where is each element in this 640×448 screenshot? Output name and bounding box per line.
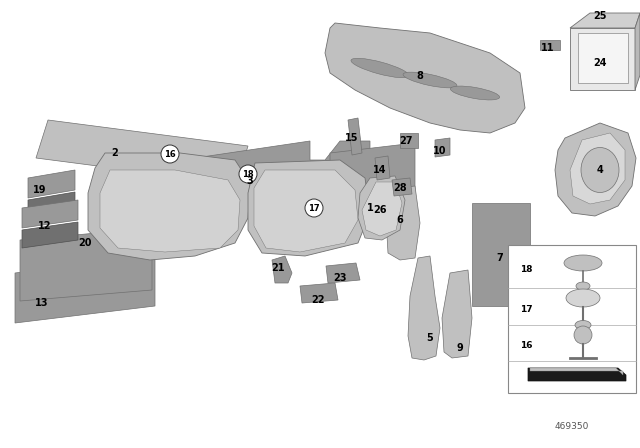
Text: 9: 9 bbox=[456, 343, 463, 353]
Circle shape bbox=[305, 199, 323, 217]
Polygon shape bbox=[540, 40, 560, 50]
Ellipse shape bbox=[403, 72, 457, 88]
Circle shape bbox=[239, 165, 257, 183]
Polygon shape bbox=[36, 120, 248, 184]
Ellipse shape bbox=[351, 58, 409, 78]
Text: 8: 8 bbox=[417, 71, 424, 81]
Text: 16: 16 bbox=[520, 340, 532, 349]
Polygon shape bbox=[392, 178, 412, 196]
Text: 7: 7 bbox=[497, 253, 504, 263]
Text: 17: 17 bbox=[520, 305, 532, 314]
Ellipse shape bbox=[581, 147, 619, 193]
Polygon shape bbox=[15, 256, 155, 323]
Polygon shape bbox=[348, 118, 362, 155]
Polygon shape bbox=[528, 368, 626, 381]
Polygon shape bbox=[435, 138, 450, 157]
Text: 18: 18 bbox=[520, 264, 532, 273]
Text: 25: 25 bbox=[593, 11, 607, 21]
Polygon shape bbox=[22, 222, 78, 248]
Polygon shape bbox=[408, 256, 440, 360]
Polygon shape bbox=[20, 228, 152, 301]
Text: 1: 1 bbox=[367, 203, 373, 213]
Polygon shape bbox=[100, 170, 240, 252]
Text: 10: 10 bbox=[433, 146, 447, 156]
Circle shape bbox=[574, 326, 592, 344]
Polygon shape bbox=[530, 368, 623, 375]
Polygon shape bbox=[330, 143, 415, 203]
Polygon shape bbox=[88, 153, 250, 260]
FancyBboxPatch shape bbox=[508, 245, 636, 393]
Text: 14: 14 bbox=[373, 165, 387, 175]
Ellipse shape bbox=[566, 289, 600, 307]
Text: 28: 28 bbox=[393, 183, 407, 193]
Text: 17: 17 bbox=[308, 203, 320, 212]
Polygon shape bbox=[248, 160, 370, 256]
Polygon shape bbox=[570, 13, 640, 28]
Text: 21: 21 bbox=[271, 263, 285, 273]
Polygon shape bbox=[358, 176, 405, 240]
Polygon shape bbox=[195, 141, 370, 213]
Polygon shape bbox=[326, 263, 360, 283]
Polygon shape bbox=[555, 123, 636, 216]
Text: 6: 6 bbox=[397, 215, 403, 225]
Text: 19: 19 bbox=[33, 185, 47, 195]
Text: 27: 27 bbox=[399, 136, 413, 146]
Polygon shape bbox=[254, 170, 358, 252]
Text: 15: 15 bbox=[345, 133, 359, 143]
Polygon shape bbox=[386, 186, 420, 260]
Text: 23: 23 bbox=[333, 273, 347, 283]
Ellipse shape bbox=[575, 320, 591, 329]
Polygon shape bbox=[272, 256, 292, 283]
Text: 5: 5 bbox=[427, 333, 433, 343]
Polygon shape bbox=[635, 13, 640, 90]
Polygon shape bbox=[22, 200, 78, 228]
Ellipse shape bbox=[564, 255, 602, 271]
Text: 13: 13 bbox=[35, 298, 49, 308]
Polygon shape bbox=[28, 170, 75, 198]
Text: 22: 22 bbox=[311, 295, 324, 305]
Polygon shape bbox=[472, 203, 530, 306]
Text: 4: 4 bbox=[596, 165, 604, 175]
Polygon shape bbox=[325, 23, 525, 133]
Text: 24: 24 bbox=[593, 58, 607, 68]
Text: 20: 20 bbox=[78, 238, 92, 248]
Polygon shape bbox=[570, 133, 625, 204]
Polygon shape bbox=[400, 133, 418, 148]
Polygon shape bbox=[362, 182, 402, 236]
Polygon shape bbox=[28, 192, 75, 218]
Text: 16: 16 bbox=[164, 150, 176, 159]
Circle shape bbox=[161, 145, 179, 163]
Text: 2: 2 bbox=[111, 148, 118, 158]
Text: 18: 18 bbox=[242, 169, 254, 178]
Text: 26: 26 bbox=[373, 205, 387, 215]
Text: 469350: 469350 bbox=[555, 422, 589, 431]
Polygon shape bbox=[375, 156, 390, 180]
Text: 12: 12 bbox=[38, 221, 52, 231]
Polygon shape bbox=[300, 283, 338, 303]
Polygon shape bbox=[570, 28, 635, 90]
Text: 3: 3 bbox=[246, 176, 253, 186]
Text: 11: 11 bbox=[541, 43, 555, 53]
Polygon shape bbox=[442, 270, 472, 358]
Polygon shape bbox=[578, 33, 628, 83]
Ellipse shape bbox=[576, 282, 590, 290]
Ellipse shape bbox=[451, 86, 500, 100]
